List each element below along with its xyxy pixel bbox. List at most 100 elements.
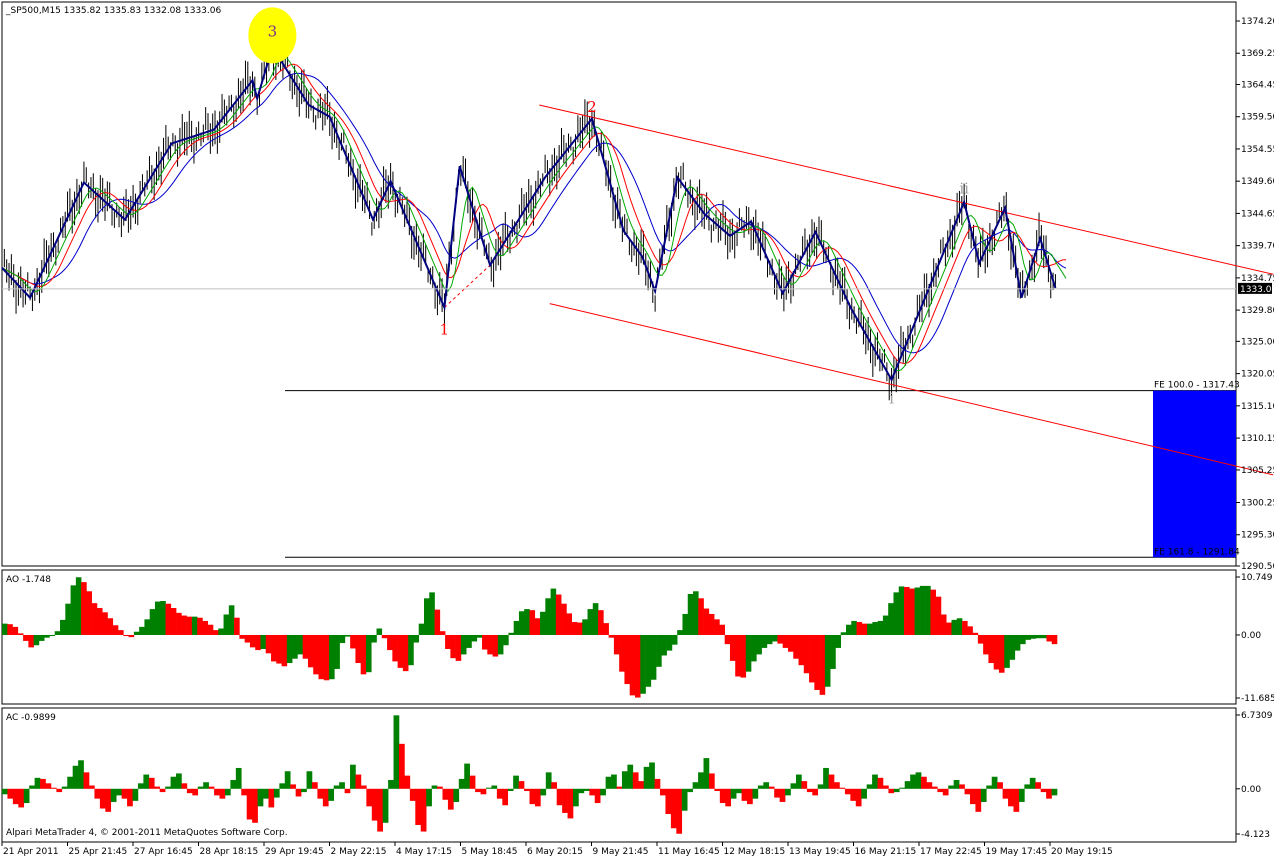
ao-bar <box>65 603 71 635</box>
ac-indicator-pane[interactable] <box>1 707 1237 843</box>
ao-bar <box>355 634 361 664</box>
ao-bar <box>830 634 836 669</box>
ac-bar <box>224 788 231 796</box>
price-axis-label: 1354.55 <box>1241 145 1274 155</box>
ac-bar <box>186 788 193 794</box>
ac-bar <box>986 785 993 789</box>
ao-bar <box>255 634 261 651</box>
ac-bar <box>360 785 367 789</box>
ao-bar <box>698 598 704 635</box>
ao-bar <box>223 614 230 635</box>
ac-bar <box>785 788 791 796</box>
ac-bar <box>469 775 476 789</box>
ac-bar <box>301 788 307 793</box>
price-axis-label: 1349.60 <box>1241 177 1274 187</box>
ao-bar <box>17 633 24 635</box>
ao-bar <box>112 625 119 635</box>
ao-bar <box>635 634 641 698</box>
ac-bar <box>518 781 525 789</box>
wave-label-3: 3 <box>268 22 278 40</box>
time-axis-label: 17 May 22:45 <box>920 847 982 857</box>
ac-bar <box>605 776 612 789</box>
ac-bar <box>344 788 351 794</box>
ac-bar <box>235 767 242 789</box>
ao-bar <box>988 634 994 664</box>
ao-bar <box>460 634 467 655</box>
ac-bar <box>116 788 122 796</box>
ao-bar <box>149 609 156 635</box>
ac-bar <box>72 765 79 789</box>
ac-bar <box>45 783 52 789</box>
ao-bar <box>946 622 952 635</box>
ao-bar <box>265 634 272 654</box>
time-axis-label: 9 May 21:45 <box>593 847 649 857</box>
ac-bar <box>823 767 829 789</box>
ac-bar <box>893 788 900 793</box>
ao-bar <box>1025 634 1031 640</box>
ac-bar <box>540 788 547 796</box>
ao-bar <box>402 634 409 672</box>
ac-axis-label: 6.7309 <box>1241 711 1273 721</box>
ac-bar <box>137 783 144 789</box>
ao-bar <box>191 616 198 635</box>
ao-bar <box>139 626 145 635</box>
ao-bar <box>508 632 514 635</box>
wave-label-1: 1 <box>440 321 450 339</box>
ac-bar <box>1002 788 1009 799</box>
ac-bar <box>757 785 764 789</box>
ac-bar <box>393 715 400 789</box>
ac-bar <box>594 788 601 804</box>
ao-bar <box>782 634 789 648</box>
ac-bar <box>763 782 770 789</box>
ao-bar <box>118 630 124 635</box>
ao-bar <box>91 603 98 635</box>
time-axis-label: 25 Apr 21:45 <box>69 847 128 857</box>
time-axis-label: 11 May 16:45 <box>658 847 720 857</box>
ao-axis-label: 10.749 <box>1241 573 1273 583</box>
ac-bar <box>485 787 492 789</box>
ac-bar <box>643 766 650 789</box>
ao-bar <box>1030 634 1037 639</box>
ac-bar <box>263 788 269 799</box>
price-axis-label: 1339.70 <box>1241 242 1274 252</box>
ao-bar <box>1014 634 1021 651</box>
ao-bar <box>12 626 19 635</box>
ao-bar <box>123 634 129 637</box>
ac-bar <box>2 788 8 795</box>
time-axis-label: 13 May 19:45 <box>789 847 851 857</box>
ao-bar <box>1046 634 1053 642</box>
ac-bar <box>654 778 661 789</box>
ao-bar <box>86 591 92 635</box>
ao-bar <box>518 611 525 635</box>
ao-bar <box>888 603 894 635</box>
ao-bar <box>624 634 631 685</box>
ao-bar <box>1009 634 1016 660</box>
ac-bar <box>328 788 335 801</box>
ao-bar <box>329 634 335 680</box>
ao-bar <box>276 634 282 664</box>
ao-bar <box>671 634 678 645</box>
ac-bar <box>926 782 933 789</box>
ac-bar <box>991 776 998 789</box>
ao-bar <box>967 626 973 635</box>
ac-bar <box>698 772 704 789</box>
ac-bar <box>507 788 514 791</box>
ao-bar <box>846 624 852 635</box>
ao-bar <box>962 620 968 635</box>
ac-bar <box>915 772 922 789</box>
ao-bar <box>249 634 256 648</box>
ac-bar <box>284 771 291 789</box>
ao-bar <box>751 634 757 662</box>
ac-bar <box>339 782 345 789</box>
ao-bar <box>729 634 736 661</box>
price-axis-label: 1290.50 <box>1241 562 1274 572</box>
ao-bar <box>592 603 599 635</box>
ac-bar <box>132 788 139 801</box>
ac-bar <box>752 788 759 799</box>
price-axis-label: 1300.25 <box>1241 499 1274 509</box>
main-price-pane[interactable] <box>1 1 1237 567</box>
ac-histogram: 6.7309 0.00 -4.123 <box>2 711 1273 840</box>
ao-bar <box>914 587 921 635</box>
channel-lower-line <box>549 303 1274 476</box>
